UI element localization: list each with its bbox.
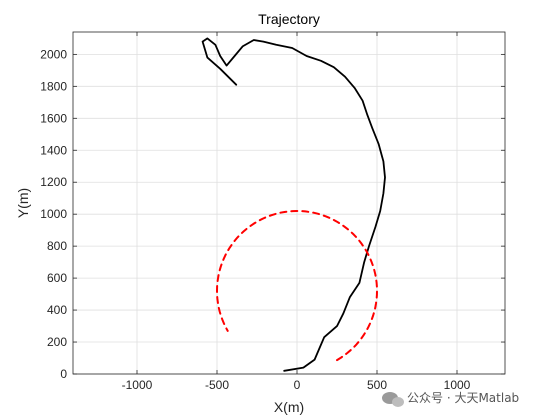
watermark: 公众号 · 大天Matlab [382, 391, 519, 407]
tick-layer: -1000 -500 0 500 1000 0 200 400 600 800 1000 1200 14… [40, 32, 505, 392]
y-tick-label: 200 [47, 335, 67, 349]
y-tick-label: 400 [47, 303, 67, 317]
watermark-text: 公众号 · 大天Matlab [407, 391, 519, 405]
plot-area [73, 32, 505, 374]
y-tick-label: 800 [47, 239, 67, 253]
x-tick-label: 1000 [444, 378, 471, 392]
x-axis-label: X(m) [274, 399, 304, 415]
plot-box [72, 31, 506, 375]
x-tick-label: 500 [367, 378, 387, 392]
x-tick-label: 0 [294, 378, 301, 392]
reference-circle-line [216, 210, 378, 362]
y-tick-label: 1800 [40, 79, 67, 93]
x-tick-label: -500 [205, 378, 229, 392]
series-layer [201, 37, 386, 372]
y-tick-label: 600 [47, 271, 67, 285]
y-tick-label: 1000 [40, 207, 67, 221]
trajectory-line [201, 37, 386, 372]
y-axis-label: Y(m) [15, 188, 31, 218]
chart-title: Trajectory [258, 11, 320, 27]
y-tick-label: 1600 [40, 111, 67, 125]
y-tick-label: 1400 [40, 143, 67, 157]
y-tick-label: 1200 [40, 175, 67, 189]
grid-lines [73, 32, 505, 375]
y-tick-label: 0 [60, 367, 67, 381]
wechat-icon [382, 392, 404, 407]
x-tick-label: -1000 [122, 378, 153, 392]
y-tick-label: 2000 [40, 47, 67, 61]
